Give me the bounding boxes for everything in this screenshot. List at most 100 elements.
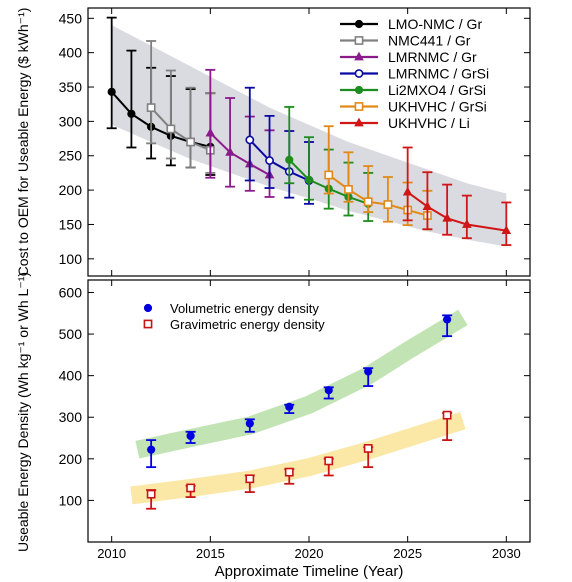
- data-point: [166, 124, 176, 134]
- error-bar: [402, 146, 413, 222]
- data-point: [344, 185, 353, 194]
- density-trend-bands: [130, 309, 468, 505]
- legend-marker: [354, 19, 364, 29]
- data-point: [422, 201, 433, 210]
- legend-marker: [354, 69, 364, 78]
- legend-label: Li2MXO4 / GrSi: [388, 82, 486, 98]
- data-point: [364, 367, 373, 376]
- data-point: [442, 212, 452, 222]
- data-point: [324, 386, 333, 395]
- y-tick-label: 600: [59, 284, 83, 300]
- data-point: [127, 109, 136, 118]
- series-gravimetric-energy-density: [146, 410, 453, 510]
- y-tick-label: 100: [59, 492, 83, 508]
- legend-marker: [143, 319, 153, 329]
- legend-marker: [354, 102, 364, 111]
- error-bar: [382, 176, 393, 223]
- legend-label: LMO-NMC / Gr: [388, 16, 482, 32]
- error-bar: [323, 125, 334, 195]
- y-tick-label: 150: [59, 216, 83, 232]
- y-tick-label: 400: [59, 368, 83, 384]
- data-point: [402, 186, 413, 196]
- data-point: [284, 467, 294, 477]
- series-volumetric-energy-density: [146, 314, 453, 469]
- legend-item-li2mxo4-grsi: Li2MXO4 / GrSi: [340, 82, 486, 98]
- y-tick-label: 300: [59, 409, 83, 425]
- y-tick-label: 250: [59, 148, 83, 164]
- data-point: [146, 103, 156, 113]
- y-tick-label: 200: [59, 182, 83, 198]
- y-tick-label: 300: [59, 113, 83, 129]
- legend-marker: [354, 117, 364, 127]
- x-tick-label: 2030: [492, 546, 521, 561]
- error-bar: [205, 68, 216, 179]
- error-bar: [106, 16, 117, 130]
- legend-marker: [354, 85, 364, 95]
- legend-label: UKHVHC / GrSi: [388, 99, 487, 115]
- series-line: [150, 106, 211, 152]
- y-tick-label: 500: [59, 326, 83, 342]
- data-point: [205, 127, 216, 137]
- data-point: [245, 474, 255, 484]
- legend-item-volumetric-energy-density: Volumetric energy density: [143, 301, 319, 316]
- error-bar: [225, 97, 236, 188]
- data-point: [462, 219, 472, 228]
- error-bar: [442, 183, 453, 236]
- data-point: [363, 444, 373, 453]
- data-point: [501, 225, 512, 235]
- legend-label: Volumetric energy density: [170, 301, 319, 316]
- cost-series-group: [106, 16, 512, 246]
- x-tick-label: 2025: [393, 546, 422, 561]
- data-point: [324, 456, 334, 466]
- x-tick-label: 2015: [196, 546, 225, 561]
- data-point: [186, 431, 195, 441]
- cost-axes: 100 150 200 250 300 350 400 450: [59, 8, 530, 276]
- density-series-group: [146, 314, 453, 510]
- data-point: [245, 419, 254, 428]
- data-point: [147, 445, 156, 454]
- error-bar: [304, 136, 314, 201]
- series-ukhvhc-li: [402, 146, 512, 246]
- data-point: [443, 315, 452, 324]
- error-bar: [244, 86, 255, 182]
- data-point: [304, 175, 314, 184]
- data-point: [245, 135, 255, 145]
- legend-label: NMC441 / Gr: [388, 33, 471, 49]
- density-axes: 100 200 300 400 500 600 2010 2015 2020 2025 2030: [59, 280, 530, 561]
- y-tick-label: 100: [59, 251, 83, 267]
- data-point: [285, 155, 294, 164]
- legend-item-ukhvhc-grsi: UKHVHC / GrSi: [340, 99, 487, 115]
- error-bar: [146, 40, 157, 145]
- y-tick-label: 350: [59, 79, 83, 95]
- error-bar: [501, 201, 512, 246]
- legend-item-lmo-nmc-gr: LMO-NMC / Gr: [340, 16, 482, 32]
- x-tick-label: 2010: [97, 546, 126, 561]
- series-line: [249, 139, 310, 182]
- legend-marker: [354, 51, 364, 61]
- legend-item-gravimetric-energy-density: Gravimetric energy density: [143, 317, 325, 332]
- error-bar: [264, 114, 275, 189]
- legend-item-lmrnmc-grsi: LMRNMC / GrSi: [340, 66, 489, 82]
- error-bar: [422, 171, 433, 231]
- density-y-axis-label: Useable Energy Density (Wh kg⁻¹ or Wh L⁻…: [15, 272, 31, 552]
- y-tick-label: 200: [59, 451, 83, 467]
- y-tick-label: 400: [59, 45, 83, 61]
- legend-marker: [354, 36, 364, 45]
- data-point: [285, 402, 294, 411]
- data-point: [265, 156, 274, 165]
- legend-item-nmc441-gr: NMC441 / Gr: [340, 33, 471, 49]
- legend-item-lmrnmc-gr: LMRNMC / Gr: [340, 49, 477, 65]
- data-point: [383, 200, 393, 209]
- x-tick-label: 2020: [295, 546, 324, 561]
- legend-item-ukhvhc-li: UKHVHC / Li: [340, 115, 470, 131]
- data-point: [186, 137, 196, 147]
- data-point: [146, 489, 156, 499]
- error-bar: [126, 49, 137, 149]
- series-line: [209, 132, 271, 176]
- legend-label: UKHVHC / Li: [388, 115, 470, 131]
- legend-marker: [143, 303, 153, 313]
- data-point: [442, 410, 452, 420]
